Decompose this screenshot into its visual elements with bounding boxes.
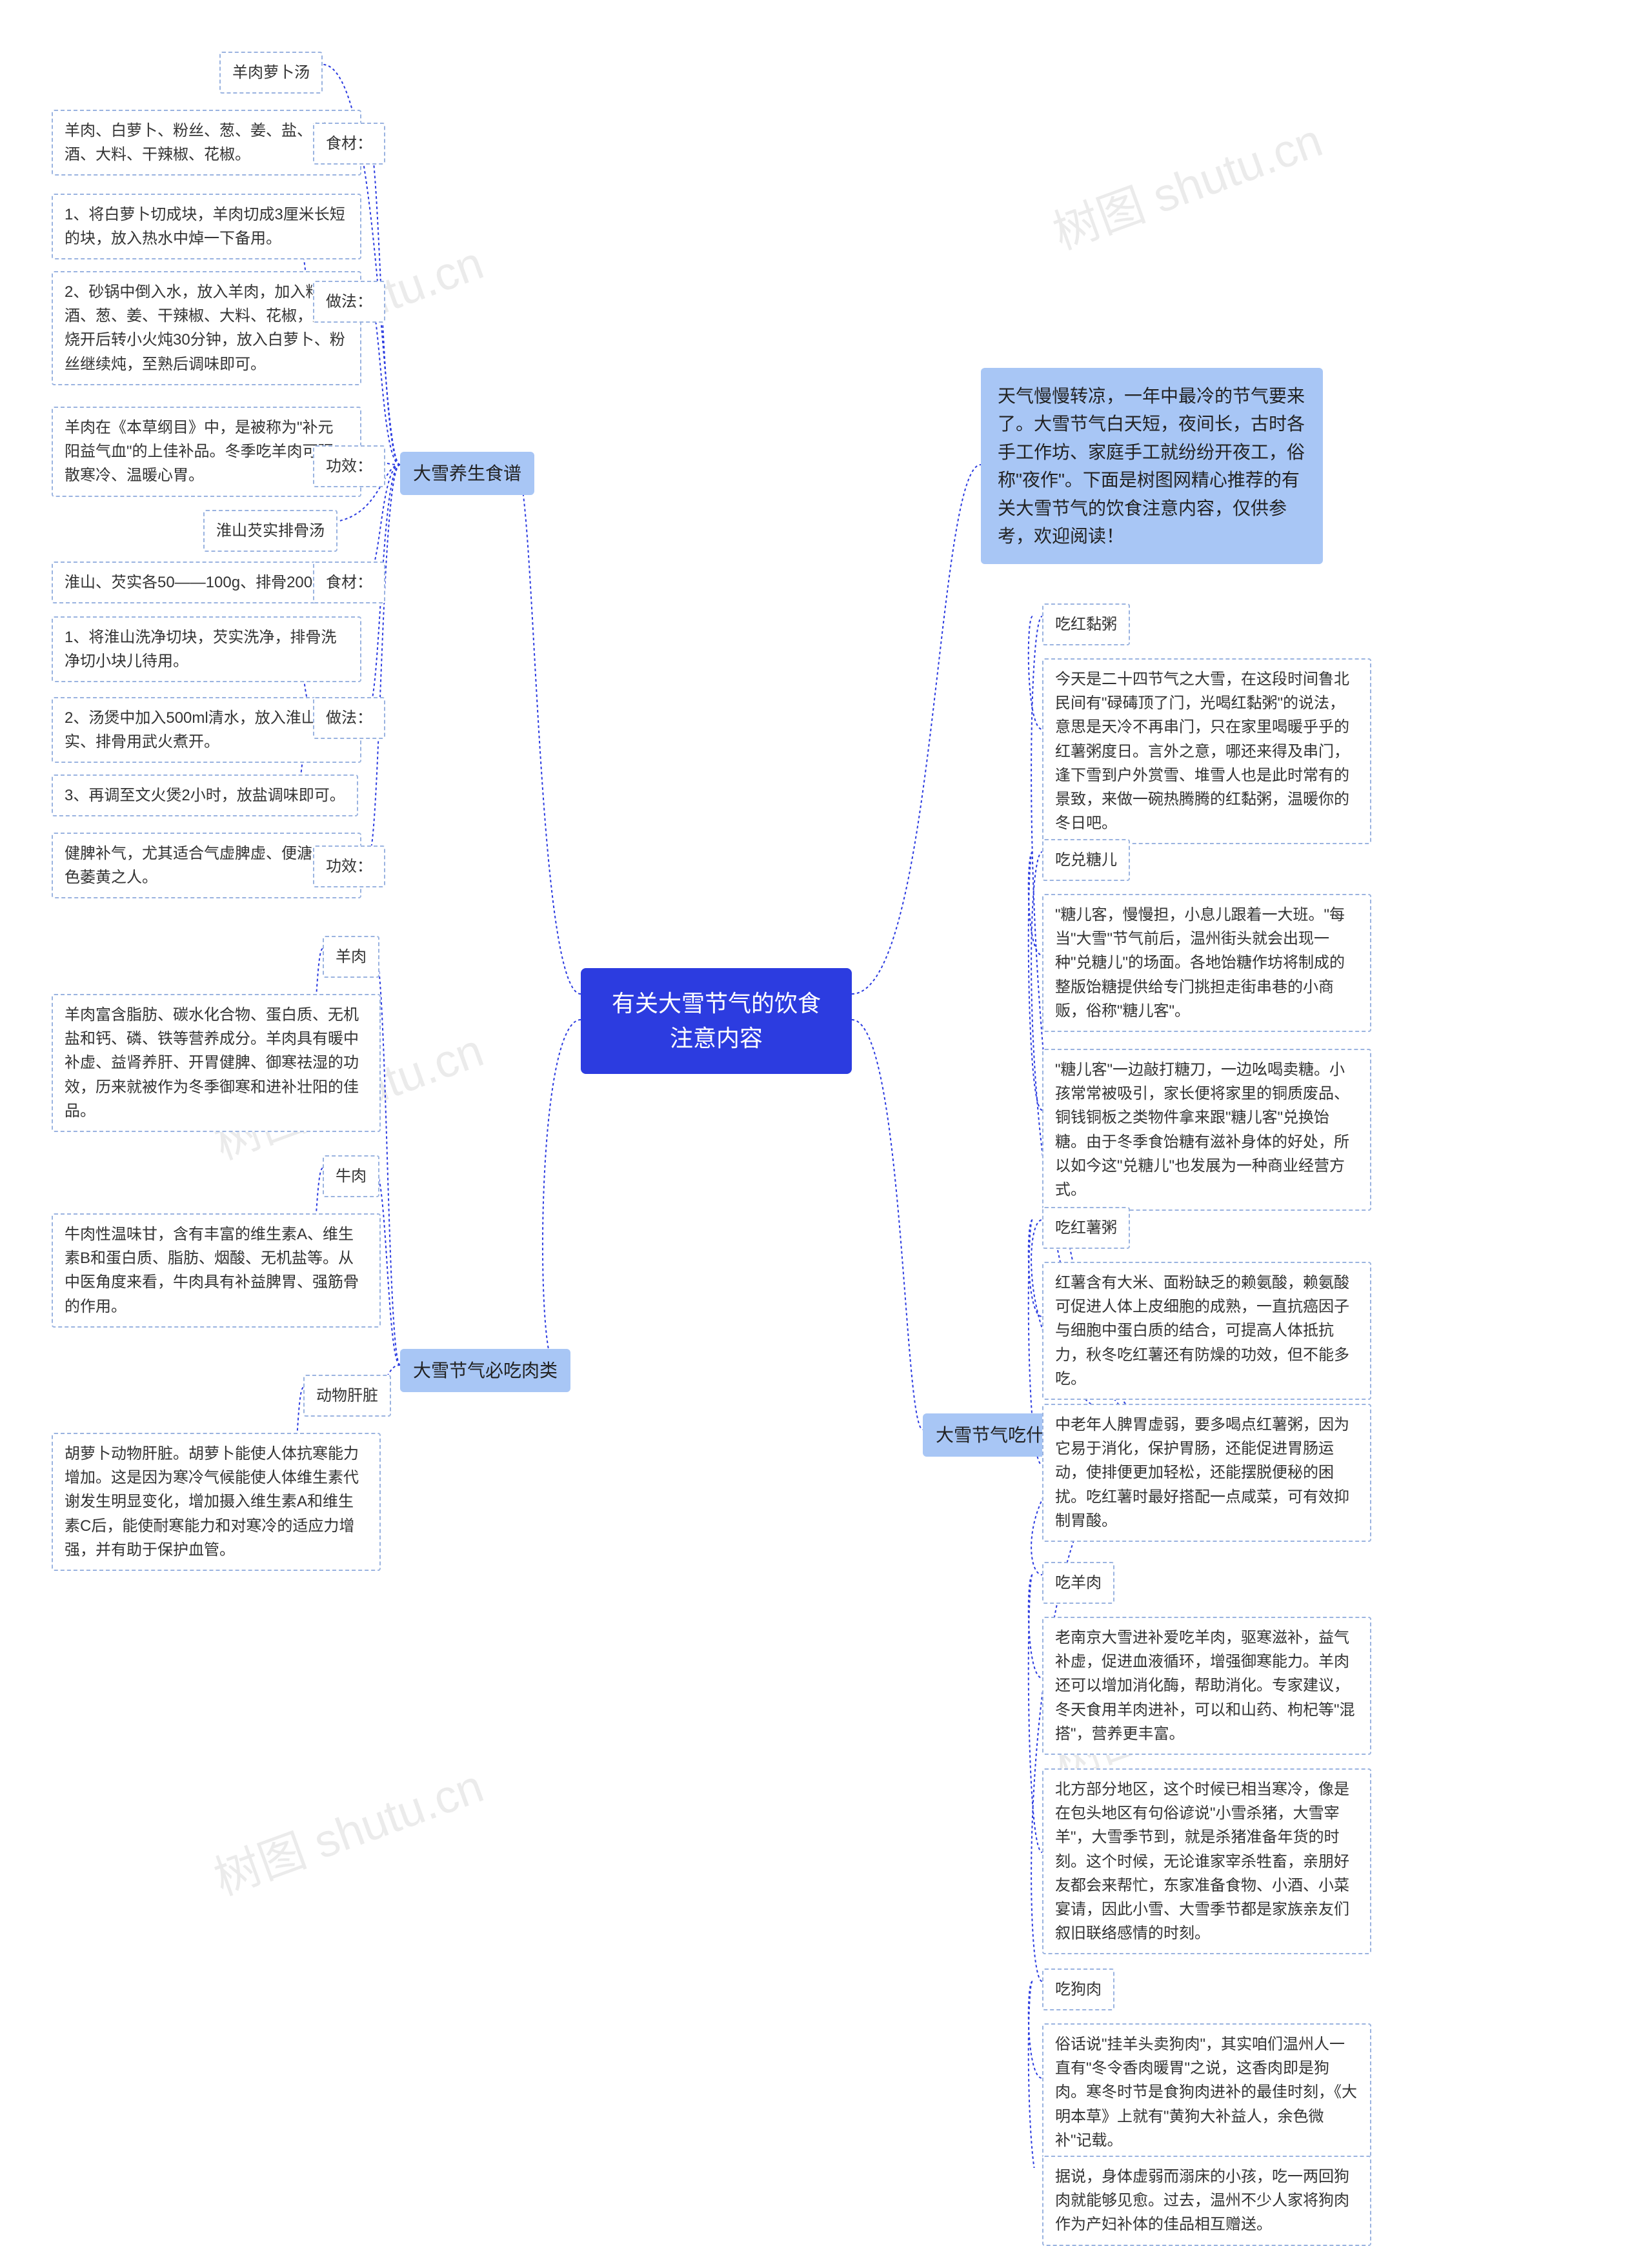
- leaf-node: 功效：: [313, 845, 385, 887]
- leaf-node: 食材：: [313, 562, 385, 603]
- intro-paragraph: 天气慢慢转凉，一年中最冷的节气要来了。大雪节气白天短，夜间长，古时各手工作坊、家…: [981, 368, 1323, 564]
- leaf-node: 功效：: [313, 445, 385, 487]
- leaf-node: 据说，身体虚弱而溺床的小孩，吃一两回狗肉就能够见愈。过去，温州不少人家将狗肉作为…: [1042, 2156, 1371, 2246]
- leaf-node: 做法：: [313, 697, 385, 739]
- leaf-node: "糖儿客"一边敲打糖刀，一边吆喝卖糖。小孩常常被吸引，家长便将家里的铜质废品、铜…: [1042, 1049, 1371, 1211]
- leaf-node: "糖儿客，慢慢担，小息儿跟着一大班。"每当"大雪"节气前后，温州街头就会出现一种…: [1042, 894, 1371, 1032]
- leaf-node: 做法：: [313, 281, 385, 323]
- leaf-node: 中老年人脾胃虚弱，要多喝点红薯粥，因为它易于消化，保护胃肠，还能促进胃肠运动，使…: [1042, 1404, 1371, 1542]
- leaf-node: 羊肉: [323, 936, 379, 978]
- watermark: 树图 shutu.cn: [1042, 103, 1330, 263]
- leaf-node: 吃红薯粥: [1042, 1207, 1130, 1249]
- leaf-node: 动物肝脏: [303, 1375, 391, 1417]
- leaf-node: 淮山芡实排骨汤: [203, 510, 337, 552]
- leaf-node: 食材：: [313, 123, 385, 165]
- leaf-node: 3、再调至文火煲2小时，放盐调味即可。: [52, 774, 358, 816]
- leaf-node: 羊肉富含脂肪、碳水化合物、蛋白质、无机盐和钙、磷、铁等营养成分。羊肉具有暖中补虚…: [52, 994, 381, 1132]
- leaf-node: 牛肉性温味甘，含有丰富的维生素A、维生素B和蛋白质、脂肪、烟酸、无机盐等。从中医…: [52, 1213, 381, 1328]
- watermark: 树图 shutu.cn: [203, 1748, 491, 1908]
- root-node: 有关大雪节气的饮食注意内容: [581, 968, 852, 1074]
- leaf-node: 吃狗肉: [1042, 1968, 1114, 2010]
- leaf-node: 胡萝卜动物肝脏。胡萝卜能使人体抗寒能力增加。这是因为寒冷气候能使人体维生素代谢发…: [52, 1433, 381, 1571]
- leaf-node: 淮山、芡实各50——100g、排骨200g。: [52, 562, 349, 603]
- branch-meats: 大雪节气必吃肉类: [400, 1349, 570, 1392]
- leaf-node: 今天是二十四节气之大雪，在这段时间鲁北民间有"碌碡顶了门，光喝红黏粥"的说法，意…: [1042, 658, 1371, 844]
- leaf-node: 吃羊肉: [1042, 1562, 1114, 1604]
- leaf-node: 老南京大雪进补爱吃羊肉，驱寒滋补，益气补虚，促进血液循环，增强御寒能力。羊肉还可…: [1042, 1617, 1371, 1755]
- leaf-node: 1、将淮山洗净切块，芡实洗净，排骨洗净切小块儿待用。: [52, 616, 361, 682]
- branch-recipes: 大雪养生食谱: [400, 452, 534, 495]
- leaf-node: 俗话说"挂羊头卖狗肉"，其实咱们温州人一直有"冬令香肉暖胃"之说，这香肉即是狗肉…: [1042, 2023, 1371, 2161]
- leaf-node: 牛肉: [323, 1155, 379, 1197]
- leaf-node: 北方部分地区，这个时候已相当寒冷，像是在包头地区有句俗谚说"小雪杀猪，大雪宰羊"…: [1042, 1768, 1371, 1954]
- leaf-node: 红薯含有大米、面粉缺乏的赖氨酸，赖氨酸可促进人体上皮细胞的成熟，一直抗癌因子与细…: [1042, 1262, 1371, 1400]
- leaf-node: 1、将白萝卜切成块，羊肉切成3厘米长短的块，放入热水中焯一下备用。: [52, 194, 361, 259]
- leaf-node: 吃红黏粥: [1042, 603, 1130, 645]
- leaf-node: 吃兑糖儿: [1042, 839, 1130, 881]
- leaf-node: 羊肉萝卜汤: [219, 52, 323, 94]
